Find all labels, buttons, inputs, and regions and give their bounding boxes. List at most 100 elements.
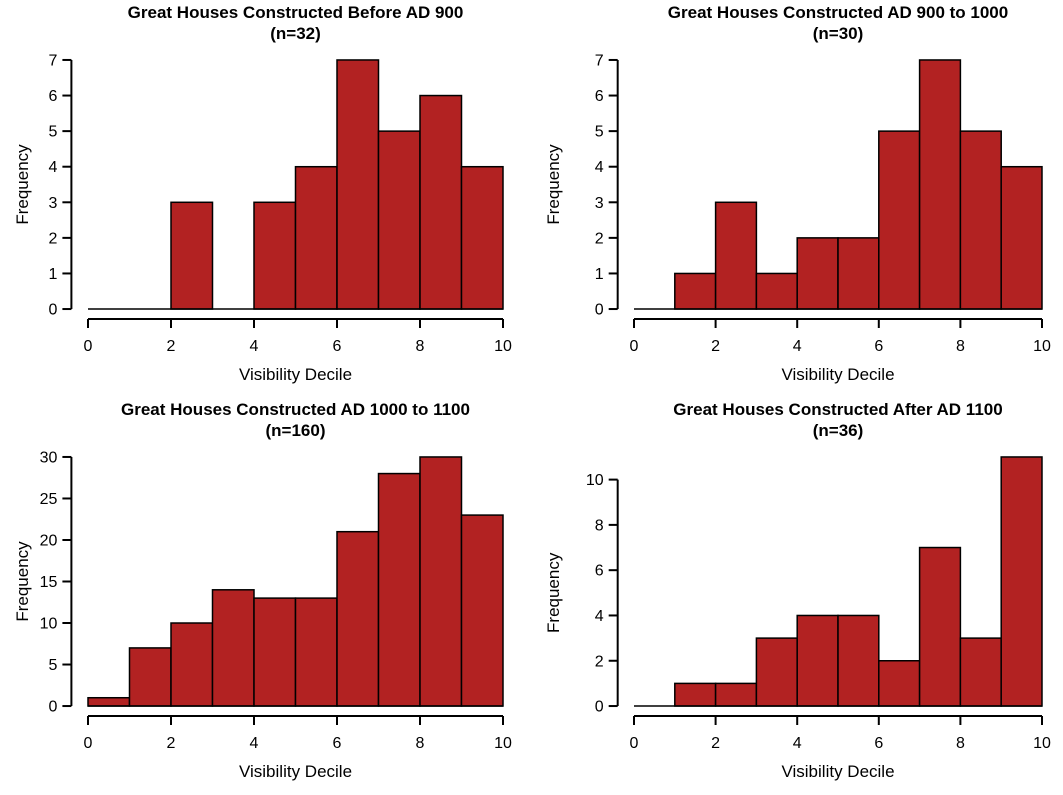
histogram-bar xyxy=(837,614,880,707)
y-tick-label: 0 xyxy=(48,302,57,319)
histogram-bar xyxy=(674,682,717,707)
histogram-bar xyxy=(460,514,504,707)
y-tick-label: 5 xyxy=(595,124,604,141)
chart-subtitle: (n=30) xyxy=(813,24,864,43)
chart-title: Great Houses Constructed Before AD 900 xyxy=(128,3,464,22)
x-tick-label: 10 xyxy=(494,338,512,355)
x-tick-label: 4 xyxy=(250,735,259,752)
y-tick-label: 20 xyxy=(40,532,58,549)
histogram-bar xyxy=(959,130,1002,310)
y-tick-label: 6 xyxy=(48,88,57,105)
histogram-bar xyxy=(377,130,421,310)
histogram-bar xyxy=(211,589,255,707)
x-tick-label: 8 xyxy=(416,338,425,355)
histogram-bar xyxy=(419,94,463,310)
x-tick-label: 2 xyxy=(167,735,176,752)
y-tick-label: 30 xyxy=(40,449,58,466)
x-axis-title: Visibility Decile xyxy=(239,365,352,384)
y-tick-label: 10 xyxy=(586,472,604,489)
histogram-bar xyxy=(918,546,962,707)
y-tick-label: 4 xyxy=(595,608,604,625)
y-tick-label: 0 xyxy=(595,302,604,319)
histogram-bar xyxy=(674,272,717,310)
x-tick-label: 10 xyxy=(494,735,512,752)
histogram-bar xyxy=(918,59,962,310)
histogram-bar xyxy=(714,201,758,310)
x-tick-label: 10 xyxy=(1033,735,1051,752)
y-tick-label: 7 xyxy=(48,52,57,69)
histogram-bar xyxy=(294,597,338,707)
panel-ad-1000-to-1100: Great Houses Constructed AD 1000 to 1100… xyxy=(0,397,531,795)
x-tick-label: 2 xyxy=(167,338,176,355)
y-axis-title: Frequency xyxy=(544,552,563,633)
chart-title: Great Houses Constructed AD 1000 to 1100 xyxy=(121,400,470,419)
y-tick-label: 1 xyxy=(48,266,57,283)
x-tick-label: 4 xyxy=(793,735,802,752)
histogram-svg-ad-900-to-1000: Great Houses Constructed AD 900 to 1000 (… xyxy=(544,3,1051,384)
panel-ad-900-to-1000: Great Houses Constructed AD 900 to 1000 (… xyxy=(531,0,1063,397)
y-tick-label: 2 xyxy=(595,230,604,247)
x-tick-label: 6 xyxy=(333,338,342,355)
y-tick-label: 10 xyxy=(40,616,58,633)
panel-before-ad-900: Great Houses Constructed Before AD 900 (n… xyxy=(0,0,531,397)
histogram-bar xyxy=(336,530,380,707)
chart-subtitle: (n=32) xyxy=(270,24,321,43)
x-tick-label: 4 xyxy=(250,338,259,355)
histogram-bar xyxy=(336,59,380,310)
x-tick-label: 0 xyxy=(84,338,93,355)
histogram-bar xyxy=(128,647,172,707)
histogram-svg-ad-1000-to-1100: Great Houses Constructed AD 1000 to 1100… xyxy=(13,400,512,781)
y-tick-label: 0 xyxy=(48,699,57,716)
y-tick-label: 4 xyxy=(48,159,57,176)
histogram-bar xyxy=(419,456,463,707)
x-tick-label: 8 xyxy=(956,735,965,752)
x-axis-title: Visibility Decile xyxy=(781,365,894,384)
histogram-bar xyxy=(460,165,504,310)
histogram-bar xyxy=(878,130,921,310)
y-tick-label: 2 xyxy=(48,230,57,247)
histogram-bar xyxy=(294,165,338,310)
histogram-bar xyxy=(878,660,921,707)
x-tick-label: 0 xyxy=(84,735,93,752)
y-tick-label: 0 xyxy=(595,699,604,716)
y-tick-label: 15 xyxy=(40,574,58,591)
y-tick-label: 3 xyxy=(595,195,604,212)
x-axis-title: Visibility Decile xyxy=(239,762,352,781)
histogram-bar xyxy=(714,682,758,707)
chart-title: Great Houses Constructed After AD 1100 xyxy=(673,400,1002,419)
y-tick-label: 25 xyxy=(40,491,58,508)
histogram-svg-after-ad-1100: Great Houses Constructed After AD 1100 (n… xyxy=(544,400,1051,781)
x-tick-label: 4 xyxy=(793,338,802,355)
x-tick-label: 2 xyxy=(711,338,720,355)
histogram-bar xyxy=(1000,165,1043,310)
y-tick-label: 6 xyxy=(595,563,604,580)
x-axis-title: Visibility Decile xyxy=(781,762,894,781)
histogram-bar xyxy=(796,237,839,310)
histogram-svg-before-ad-900: Great Houses Constructed Before AD 900 (n… xyxy=(13,3,512,384)
histogram-bar xyxy=(377,472,421,707)
y-tick-label: 5 xyxy=(48,124,57,141)
histogram-bar xyxy=(87,696,131,707)
histogram-bar xyxy=(1000,456,1043,707)
histogram-bar xyxy=(253,597,297,707)
x-tick-label: 6 xyxy=(333,735,342,752)
y-axis-title: Frequency xyxy=(13,541,32,622)
panel-after-ad-1100: Great Houses Constructed After AD 1100 (n… xyxy=(531,397,1063,795)
x-tick-label: 6 xyxy=(874,735,883,752)
x-tick-label: 6 xyxy=(874,338,883,355)
y-tick-label: 6 xyxy=(595,88,604,105)
y-axis-title: Frequency xyxy=(544,144,563,225)
histogram-bar xyxy=(755,637,798,707)
chart-subtitle: (n=160) xyxy=(266,421,326,440)
histogram-bar xyxy=(170,622,214,707)
chart-subtitle: (n=36) xyxy=(813,421,864,440)
y-tick-label: 1 xyxy=(595,266,604,283)
y-tick-label: 3 xyxy=(48,195,57,212)
y-tick-label: 7 xyxy=(595,52,604,69)
histogram-bar xyxy=(170,201,214,310)
x-tick-label: 10 xyxy=(1033,338,1051,355)
histogram-bar xyxy=(796,614,839,707)
y-tick-label: 5 xyxy=(48,657,57,674)
chart-title: Great Houses Constructed AD 900 to 1000 xyxy=(668,3,1008,22)
